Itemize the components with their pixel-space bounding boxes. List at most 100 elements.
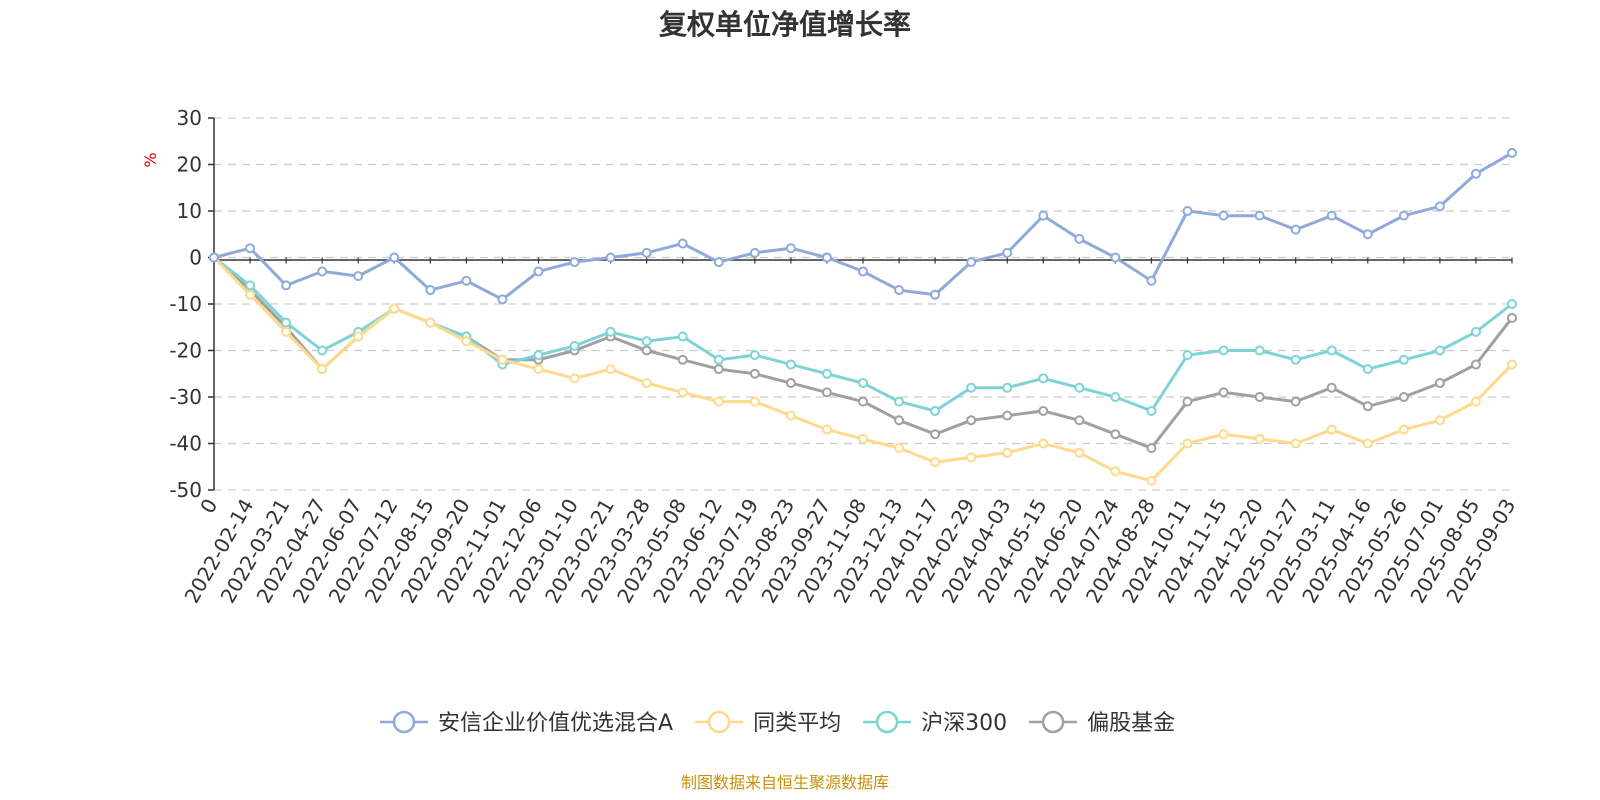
data-point: [1398, 354, 1409, 365]
data-point: [749, 396, 760, 407]
data-point: [461, 336, 472, 347]
series-line: [213, 151, 1513, 301]
data-point: [785, 378, 796, 389]
data-point: [930, 405, 941, 416]
data-point: [713, 257, 724, 268]
series-lines: [209, 147, 1517, 486]
data-point: [1002, 382, 1013, 393]
data-point: [533, 266, 544, 277]
data-point: [1398, 392, 1409, 402]
data-point: [713, 364, 724, 375]
y-tick-labels: 30 20 10 0 -10 -20 -30 -40 -50: [169, 106, 202, 502]
data-point: [966, 452, 977, 463]
data-point: [317, 345, 328, 356]
data-point: [966, 415, 977, 426]
data-point: [1074, 447, 1085, 458]
data-point: [1254, 433, 1265, 444]
chart-title: 复权单位净值增长率: [659, 8, 911, 41]
series-line: [212, 256, 1514, 483]
y-tick-label: -10: [169, 292, 202, 316]
data-point: [894, 443, 905, 454]
data-point: [245, 243, 256, 254]
legend-item[interactable]: 偏股基金: [1029, 710, 1175, 736]
data-point: [569, 257, 580, 268]
data-point: [1290, 396, 1301, 407]
y-tick-label: -30: [169, 385, 202, 409]
legend-item[interactable]: 安信企业价值优选混合A: [380, 710, 673, 736]
legend-item[interactable]: 沪深300: [863, 710, 1007, 736]
data-point: [1470, 168, 1481, 179]
data-point: [1434, 378, 1445, 389]
data-point: [1110, 466, 1121, 477]
data-point: [1038, 210, 1049, 221]
data-point: [1074, 233, 1085, 244]
y-tick-label: 20: [177, 153, 202, 177]
data-point: [1218, 387, 1229, 398]
legend-label: 安信企业价值优选混合A: [438, 711, 673, 736]
data-point: [785, 359, 796, 370]
data-point: [677, 387, 688, 398]
data-point: [821, 424, 832, 435]
data-point: [1507, 299, 1517, 309]
data-point: [821, 368, 832, 379]
data-point: [1434, 345, 1445, 356]
data-point: [1146, 475, 1157, 486]
data-point: [353, 271, 364, 282]
data-point: [713, 354, 724, 365]
data-point: [533, 364, 544, 375]
data-point: [1002, 410, 1013, 421]
data-point: [858, 396, 868, 407]
data-point: [713, 396, 724, 407]
data-point: [1146, 405, 1157, 416]
series: [209, 147, 1517, 305]
data-point: [641, 247, 652, 258]
data-point: [425, 285, 436, 296]
data-point: [281, 280, 292, 291]
y-tick-label: 0: [189, 246, 202, 270]
data-point: [677, 354, 688, 365]
legend-marker: [707, 710, 731, 734]
data-point: [1038, 373, 1049, 384]
data-point: [425, 317, 436, 328]
data-point: [1218, 210, 1229, 221]
data-point: [1218, 345, 1229, 356]
y-tick-label: 30: [177, 106, 202, 130]
data-point: [209, 252, 219, 263]
data-point: [1470, 326, 1481, 337]
data-point: [1326, 345, 1337, 356]
data-point: [1074, 382, 1085, 393]
data-point: [1146, 275, 1157, 286]
data-point: [1290, 224, 1301, 235]
data-point: [1110, 392, 1121, 402]
data-point: [1002, 447, 1013, 458]
data-point: [533, 350, 544, 361]
data-point: [1290, 354, 1301, 365]
data-point: [389, 252, 400, 263]
x-tick-label: 0: [195, 495, 222, 518]
data-point: [317, 266, 328, 277]
series: [209, 252, 1517, 486]
data-point: [1182, 396, 1193, 407]
data-point: [1182, 350, 1193, 361]
data-point: [1398, 424, 1409, 435]
y-tick-label: -20: [169, 339, 202, 363]
data-point: [605, 326, 616, 337]
data-point: [930, 429, 941, 440]
legend-label: 偏股基金: [1087, 711, 1175, 736]
data-point: [1002, 247, 1013, 258]
data-point: [785, 410, 796, 421]
data-point: [858, 266, 868, 277]
data-point: [749, 247, 760, 258]
data-point: [1290, 438, 1301, 449]
data-point: [930, 289, 941, 300]
data-point: [497, 294, 508, 305]
data-point: [569, 340, 580, 351]
legend-marker: [392, 710, 416, 734]
y-tick-label: 10: [177, 199, 202, 223]
data-point: [966, 382, 977, 393]
legend-item[interactable]: 同类平均: [695, 710, 841, 736]
data-point: [641, 378, 652, 389]
data-point: [1254, 345, 1265, 356]
y-tick-label: -50: [169, 478, 202, 502]
data-point: [1470, 396, 1481, 407]
